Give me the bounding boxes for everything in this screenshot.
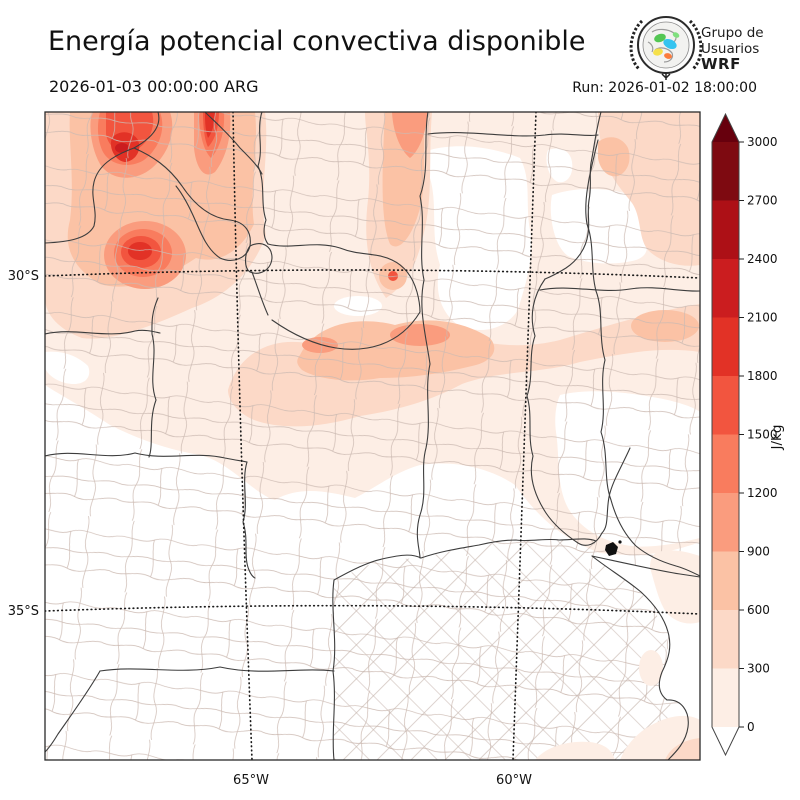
cape-patches-over-water [535,550,700,760]
figure-title: Energía potencial convectiva disponible [48,26,586,57]
colorbar-over-arrow [712,114,739,142]
colorbar-tickmarks [739,141,744,728]
colorbar-tick-labels: 3000 2700 2400 2100 1800 1500 1200 900 6… [747,135,778,734]
gridline-35S [45,604,700,615]
lon-label-65w: 65°W [233,773,269,788]
province-boundaries [45,112,700,760]
logo-line-2: Usuarios [701,40,760,57]
colorbar-under-arrow [712,727,739,755]
cbar-tick-1200: 1200 [747,486,778,500]
map-border [44,111,701,761]
colorbar-unit-label: J/kg [769,425,785,451]
lat-label-35s: 35°S [8,604,39,619]
cbar-tick-0: 0 [747,720,755,734]
cbar-tick-1500: 1500 [747,428,778,442]
graticule [45,112,700,760]
gridline-65W [232,112,253,760]
cbar-tick-600: 600 [747,603,770,617]
logo-line-1: Grupo de [701,25,764,41]
lat-label-30s: 30°S [8,269,39,284]
cbar-tick-2100: 2100 [747,311,778,325]
gridline-30S [45,269,700,279]
cbar-tick-3000: 3000 [747,135,778,149]
gridline-60W [512,112,537,760]
cbar-tick-2700: 2700 [747,194,778,208]
cbar-tick-2400: 2400 [747,252,778,266]
axis-labels: 30°S 35°S 65°W 60°W [8,269,532,788]
cbar-tick-300: 300 [747,662,770,676]
city-marker [605,540,622,556]
colorbar: 3000 2700 2400 2100 1800 1500 1200 900 6… [711,112,785,757]
logo-line-3: WRF [701,55,741,73]
cbar-tick-1800: 1800 [747,369,778,383]
globe-weather-blobs [653,32,680,59]
laurel-knot [661,73,671,80]
wrf-users-logo-icon [629,16,703,80]
run-time-label: Run: 2026-01-02 18:00:00 [572,80,757,96]
valid-time-label: 2026-01-03 00:00:00 ARG [49,77,259,96]
lon-label-60w: 60°W [496,773,532,788]
wrf-users-logo-text: Grupo de Usuarios WRF [701,25,764,73]
cbar-tick-900: 900 [747,545,770,559]
map-panel [45,112,700,760]
